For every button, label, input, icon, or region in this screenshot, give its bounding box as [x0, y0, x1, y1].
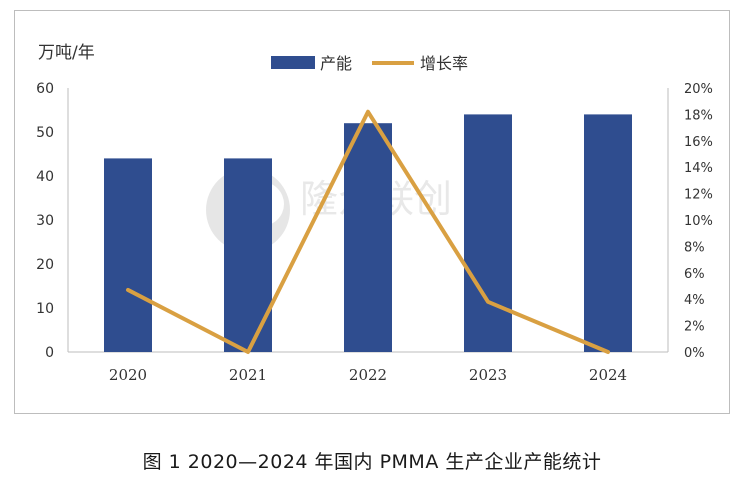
y-tick-label-right: 8%: [684, 240, 705, 255]
y-tick-label-right: 14%: [684, 161, 713, 176]
y-tick-label-right: 16%: [684, 135, 713, 150]
x-tick-label: 2021: [229, 366, 267, 384]
y-tick-label-left: 0: [45, 345, 54, 361]
y-tick-label-left: 20: [36, 257, 54, 273]
y-tick-label-left: 30: [36, 213, 54, 229]
y-axis-left-label: 万吨/年: [38, 43, 95, 63]
y-tick-label-left: 60: [36, 81, 54, 97]
y-tick-label-right: 0%: [684, 346, 705, 361]
y-tick-label-right: 12%: [684, 188, 713, 203]
bar-capacity: [104, 158, 152, 352]
x-tick-label: 2022: [349, 366, 387, 384]
chart-svg: 隆众联创 01020304050600%2%4%6%8%10%12%14%16%…: [36, 43, 713, 384]
bar-capacity: [584, 114, 632, 353]
bar-capacity: [344, 123, 392, 352]
figure-caption: 图 1 2020—2024 年国内 PMMA 生产企业产能统计: [142, 451, 602, 473]
legend-label-growth-rate: 增长率: [420, 54, 468, 73]
bar-capacity: [224, 158, 272, 352]
x-tick-label: 2024: [589, 366, 627, 384]
y-tick-label-right: 6%: [684, 267, 705, 282]
x-tick-label: 2023: [469, 366, 507, 384]
y-tick-label-right: 10%: [684, 214, 713, 229]
y-tick-label-right: 20%: [684, 82, 713, 97]
legend-label-capacity: 产能: [320, 54, 352, 73]
y-tick-label-left: 40: [36, 169, 54, 185]
y-tick-label-right: 18%: [684, 108, 713, 123]
x-tick-label: 2020: [109, 366, 147, 384]
y-tick-label-left: 10: [36, 301, 54, 317]
y-tick-label-right: 2%: [684, 320, 705, 335]
bar-capacity: [464, 114, 512, 353]
y-tick-label-right: 4%: [684, 293, 705, 308]
y-tick-label-left: 50: [36, 125, 54, 141]
legend-swatch-capacity: [271, 56, 315, 69]
